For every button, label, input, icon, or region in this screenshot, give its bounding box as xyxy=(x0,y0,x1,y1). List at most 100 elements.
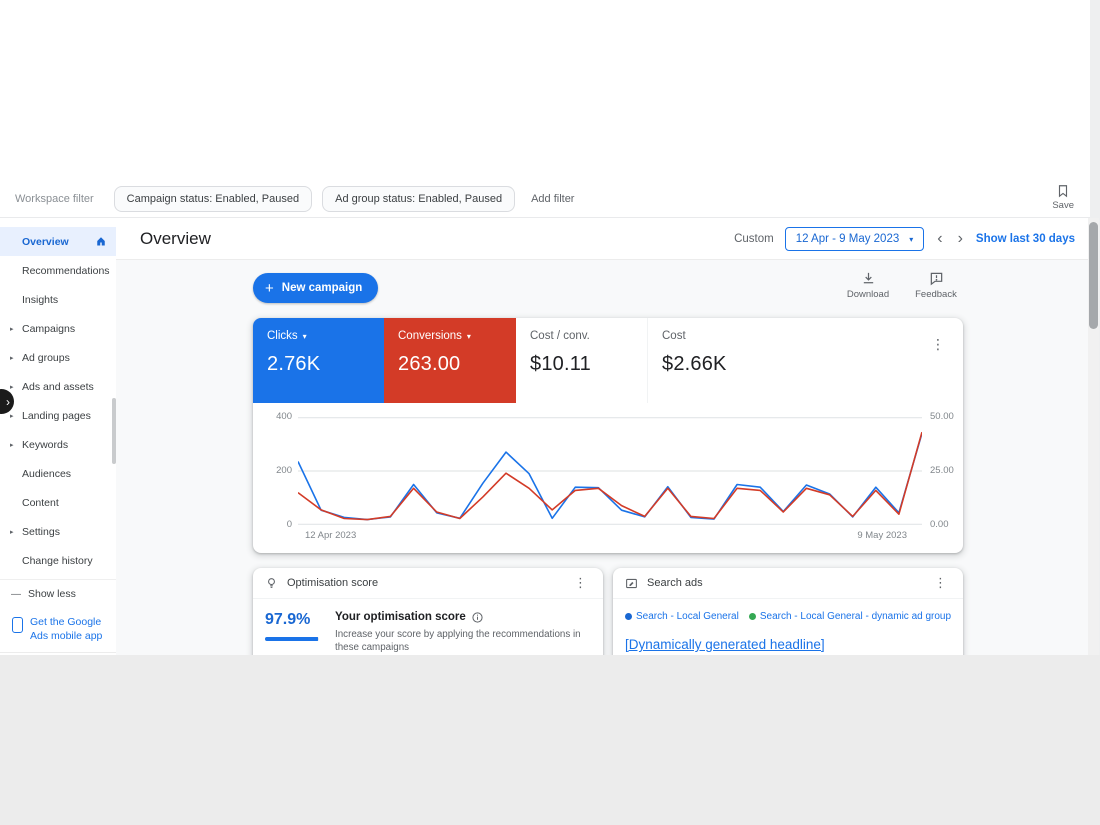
metric-box-conversions[interactable]: Conversions ▾ 263.00 xyxy=(384,318,516,403)
custom-label: Custom xyxy=(734,233,774,245)
show-less-label: Show less xyxy=(28,588,76,600)
legend-dot xyxy=(625,613,632,620)
sidebar-item-ads-and-assets[interactable]: ▸ Ads and assets xyxy=(0,372,116,401)
legend-label: Search - Local General - dynamic ad grou… xyxy=(759,611,952,622)
sidebar-item-label: Change history xyxy=(22,554,93,567)
sidebar-item-label: Ads and assets xyxy=(22,380,94,393)
info-icon[interactable] xyxy=(472,611,483,623)
x-axis-start-label: 12 Apr 2023 xyxy=(305,530,357,541)
x-axis-end-label: 9 May 2023 xyxy=(857,530,907,541)
search-ads-icon xyxy=(626,578,637,588)
sidebar-item-label: Content xyxy=(22,496,59,509)
right-axis-tick: 50.00 xyxy=(930,411,954,422)
search-ads-card: Search ads ⋮ Search - Local General Sear… xyxy=(613,568,963,655)
search-ads-card-body: Search - Local General Search - Local Ge… xyxy=(613,599,963,652)
right-axis-tick: 0.00 xyxy=(930,519,949,530)
page-scrollbar[interactable] xyxy=(1088,218,1099,655)
filter-bar: Workspace filter Campaign status: Enable… xyxy=(0,180,1100,218)
optimisation-score-card: Optimisation score ⋮ 97.9% Your optimisa… xyxy=(253,568,603,655)
chevron-right-icon: ▸ xyxy=(10,412,14,420)
previous-date-range-button[interactable]: ‹ xyxy=(937,230,943,247)
phone-icon xyxy=(12,617,23,633)
add-filter-button[interactable]: Add filter xyxy=(531,192,575,205)
campaign-status-chip[interactable]: Campaign status: Enabled, Paused xyxy=(113,185,313,212)
metric-box-clicks[interactable]: Clicks ▾ 2.76K xyxy=(253,318,384,403)
lightbulb-icon xyxy=(268,578,275,588)
sidebar-item-keywords[interactable]: ▸ Keywords xyxy=(0,430,116,459)
optimisation-progress-fill xyxy=(265,637,318,641)
chevron-right-icon: › xyxy=(6,394,10,409)
feedback-label: Feedback xyxy=(915,289,957,300)
main-content: Overview Custom 12 Apr - 9 May 2023 ▾ ‹ … xyxy=(116,218,1090,655)
search-ads-card-menu-button[interactable]: ⋮ xyxy=(934,575,947,590)
download-button[interactable]: Download xyxy=(840,271,896,300)
metric-selector-row: Clicks ▾ 2.76K Conversions ▾ 263.00 Cost… xyxy=(253,318,963,403)
sidebar-item-label: Overview xyxy=(22,235,69,248)
sidebar-scrollbar-thumb[interactable] xyxy=(112,398,116,464)
performance-chart-card: Clicks ▾ 2.76K Conversions ▾ 263.00 Cost… xyxy=(253,318,963,553)
metric-box-cost-per-conv[interactable]: Cost / conv. $10.11 xyxy=(516,318,647,403)
ad-group-status-chip[interactable]: Ad group status: Enabled, Paused xyxy=(322,185,516,212)
summary-cards-row: Optimisation score ⋮ 97.9% Your optimisa… xyxy=(253,568,963,655)
chevron-right-icon: ▸ xyxy=(10,354,14,362)
page-title: Overview xyxy=(140,228,211,248)
sidebar-item-content[interactable]: Content xyxy=(0,488,116,517)
legend-dot xyxy=(748,613,756,620)
metric-value: $10.11 xyxy=(530,353,591,375)
metric-label: Conversions xyxy=(398,330,462,342)
sidebar-item-settings[interactable]: ▸ Settings xyxy=(0,517,116,546)
feedback-button[interactable]: Feedback xyxy=(908,271,964,300)
new-campaign-button[interactable]: + New campaign xyxy=(253,273,379,303)
chevron-right-icon: ▸ xyxy=(10,441,14,449)
optimisation-card-title: Optimisation score xyxy=(287,577,379,589)
panel-collapse-button[interactable]: › xyxy=(0,389,14,414)
sidebar-item-label: Landing pages xyxy=(22,409,91,422)
legend-item-local-general[interactable]: Search - Local General xyxy=(625,611,739,622)
new-campaign-label: New campaign xyxy=(281,282,363,294)
sidebar-item-label: Campaigns xyxy=(22,322,76,335)
sidebar-nav: Overview Recommendations Insights ▸ Camp… xyxy=(0,218,116,655)
save-button[interactable]: Save xyxy=(1052,184,1074,211)
page-scrollbar-thumb[interactable] xyxy=(1089,222,1098,329)
metric-label: Cost xyxy=(662,330,686,342)
mobile-app-link[interactable]: Get the Google Ads mobile app xyxy=(0,608,116,654)
show-less-button[interactable]: — Show less xyxy=(0,579,116,608)
sidebar-item-campaigns[interactable]: ▸ Campaigns xyxy=(0,314,116,343)
sidebar-item-label: Settings xyxy=(22,525,60,538)
optimisation-card-menu-button[interactable]: ⋮ xyxy=(574,575,587,590)
optimisation-heading: Your optimisation score xyxy=(335,611,466,623)
legend-item-dynamic-ad-group[interactable]: Search - Local General - dynamic ad grou… xyxy=(748,611,952,622)
sidebar-item-label: Recommendations xyxy=(22,264,110,277)
optimisation-progress-bar xyxy=(265,637,319,641)
sidebar-item-ad-groups[interactable]: ▸ Ad groups xyxy=(0,343,116,372)
legend-label: Search - Local General xyxy=(636,611,739,622)
overview-line-chart xyxy=(298,417,922,525)
ad-headline-link[interactable]: [Dynamically generated headline] xyxy=(625,637,825,652)
sidebar-item-recommendations[interactable]: Recommendations xyxy=(0,256,116,285)
plus-icon: + xyxy=(265,279,274,297)
chart-options-menu-button[interactable]: ⋮ xyxy=(931,336,945,352)
sidebar-item-label: Ad groups xyxy=(22,351,70,364)
sidebar-item-change-history[interactable]: Change history xyxy=(0,546,116,575)
metric-box-cost[interactable]: Cost $2.66K xyxy=(647,318,778,403)
search-ads-card-title: Search ads xyxy=(647,577,703,589)
bottom-edge-band xyxy=(0,655,1100,825)
date-range-picker[interactable]: 12 Apr - 9 May 2023 ▾ xyxy=(784,227,925,251)
sidebar-item-audiences[interactable]: Audiences xyxy=(0,459,116,488)
next-date-range-button[interactable]: › xyxy=(957,230,963,247)
sidebar-item-landing-pages[interactable]: ▸ Landing pages xyxy=(0,401,116,430)
sidebar-item-overview[interactable]: Overview xyxy=(0,227,116,256)
save-label: Save xyxy=(1052,200,1074,211)
date-range-value: 12 Apr - 9 May 2023 xyxy=(795,233,900,245)
left-axis-tick: 0 xyxy=(286,519,292,530)
content-header: Overview Custom 12 Apr - 9 May 2023 ▾ ‹ … xyxy=(116,218,1090,260)
home-icon xyxy=(95,235,107,250)
save-icon xyxy=(1059,185,1068,198)
optimisation-card-header: Optimisation score ⋮ xyxy=(253,568,603,599)
chevron-down-icon: ▾ xyxy=(466,331,471,341)
right-axis-tick: 25.00 xyxy=(930,465,954,476)
sidebar-item-insights[interactable]: Insights xyxy=(0,285,116,314)
show-last-30-days-link[interactable]: Show last 30 days xyxy=(975,233,1075,245)
download-label: Download xyxy=(846,289,890,300)
